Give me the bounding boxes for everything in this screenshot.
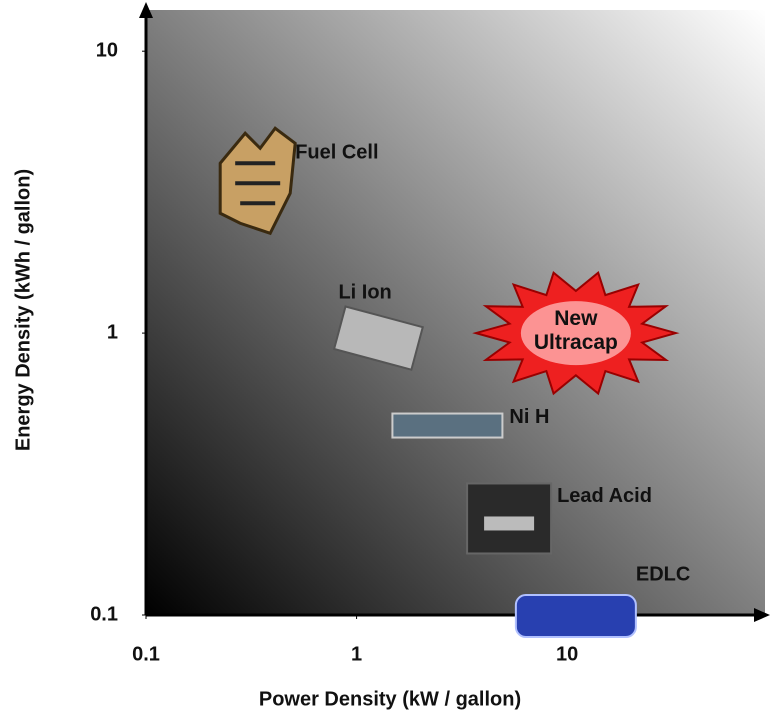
x-arrow	[754, 608, 770, 622]
point-label: New Ultracap	[533, 307, 618, 355]
y-tick-label: 10	[96, 39, 118, 61]
li-ion-icon	[332, 305, 424, 371]
fuel-cell-detail	[235, 161, 281, 206]
y-tick-label: 1	[107, 321, 118, 343]
y-arrow	[139, 2, 153, 18]
x-tick-label: 10	[556, 643, 578, 665]
x-axis-title: Power Density (kW / gallon)	[259, 688, 521, 710]
fuel-cell-icon	[218, 126, 297, 236]
point	[466, 482, 553, 555]
plot-background	[146, 10, 765, 615]
point-label: Li Ion	[338, 281, 391, 303]
edlc-icon	[514, 594, 637, 638]
x-tick-label: 0.1	[132, 643, 160, 665]
point	[332, 305, 424, 371]
ni-h-icon	[391, 412, 504, 439]
point-label: EDLC	[636, 563, 690, 585]
point	[391, 412, 504, 439]
point-label: Lead Acid	[557, 485, 652, 507]
starburst-highlight	[520, 301, 631, 366]
x-tick-label: 1	[351, 643, 362, 665]
point	[514, 594, 637, 638]
point	[472, 270, 680, 396]
point-label: Fuel Cell	[295, 142, 378, 164]
y-axis-title: Energy Density (kWh / gallon)	[12, 169, 34, 451]
y-tick-label: 0.1	[90, 603, 118, 625]
point-label: Ni H	[509, 406, 549, 428]
point	[218, 126, 297, 236]
lead-acid-label	[484, 516, 535, 531]
